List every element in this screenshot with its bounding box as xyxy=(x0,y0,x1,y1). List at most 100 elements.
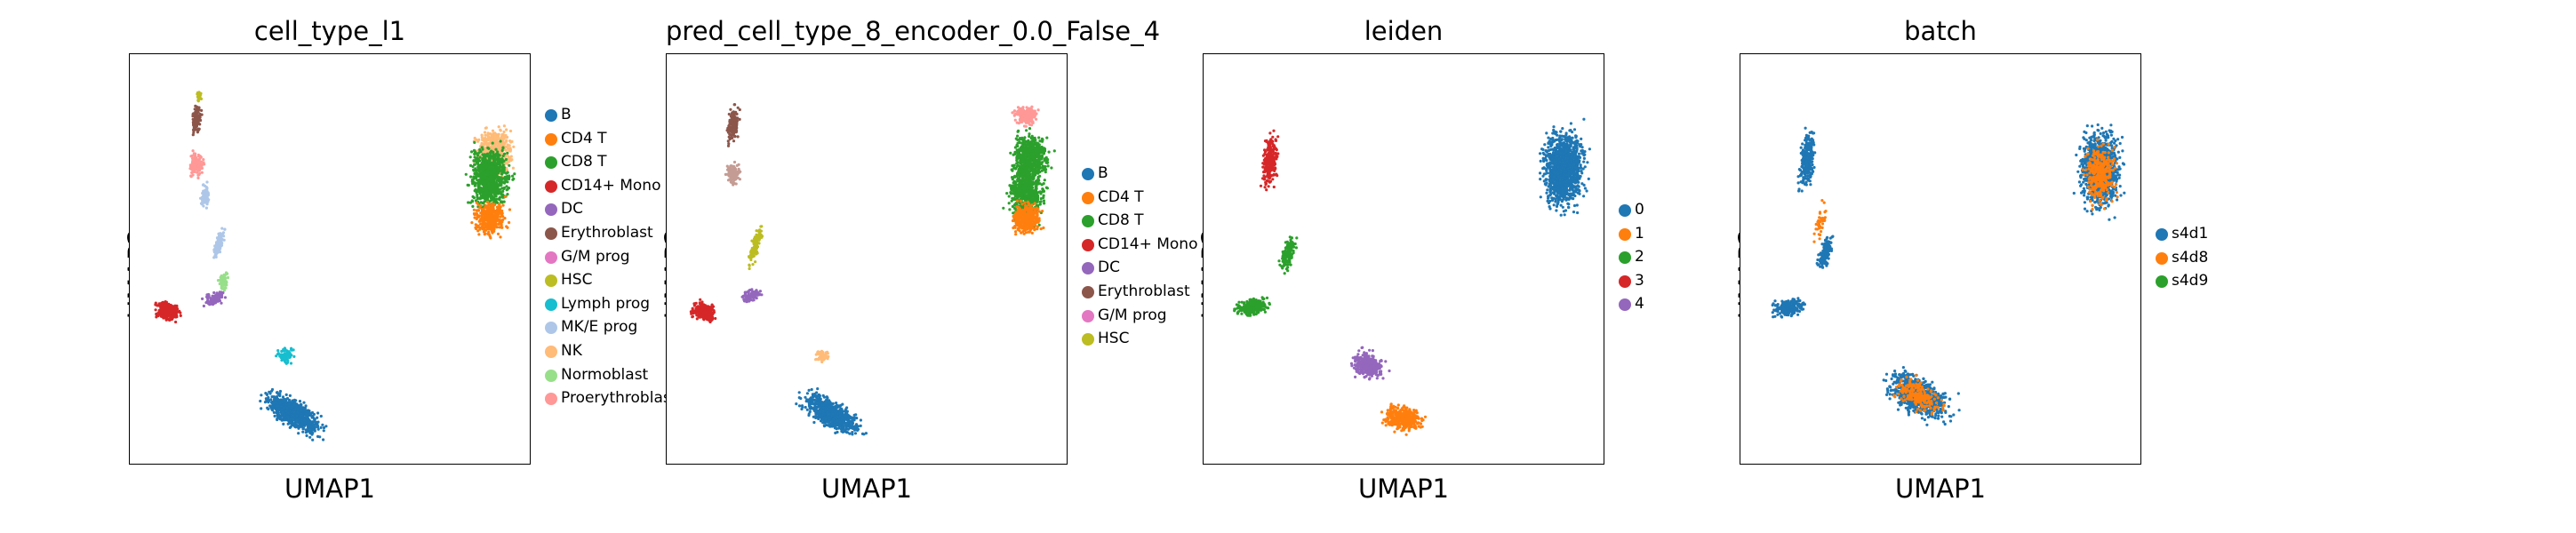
legend-label: 3 xyxy=(1635,271,1644,290)
legend-marker xyxy=(2156,251,2168,265)
legend-marker xyxy=(1082,309,1094,322)
legend-marker xyxy=(545,179,557,193)
point-cluster xyxy=(1011,199,1045,236)
legend-marker xyxy=(545,393,557,406)
legend-marker xyxy=(2156,275,2168,289)
legend-marker xyxy=(1082,285,1094,298)
point-cluster xyxy=(196,91,203,103)
legend-label: CD8 T xyxy=(561,153,607,171)
legend-marker xyxy=(545,322,557,335)
panel-pred-cell-type: pred_cell_type_8_encoder_0.0_False_4 UMA… xyxy=(660,0,1199,533)
point-cluster xyxy=(1812,199,1828,243)
legend-label: MK/E prog xyxy=(561,318,638,337)
legend-marker xyxy=(1619,274,1631,288)
point-cluster xyxy=(464,139,516,222)
point-cluster xyxy=(1349,346,1391,381)
point-cluster xyxy=(199,180,211,210)
legend-marker xyxy=(545,251,557,264)
legend-marker xyxy=(1082,262,1094,275)
legend-marker xyxy=(545,132,557,146)
legend-label: CD8 T xyxy=(1098,211,1144,230)
legend-marker xyxy=(1082,215,1094,228)
point-cluster xyxy=(1011,105,1040,128)
point-cluster xyxy=(1771,297,1806,319)
point-cluster xyxy=(154,300,182,324)
legend-marker xyxy=(545,298,557,311)
plot-area xyxy=(1203,53,1604,465)
x-axis-label: UMAP1 xyxy=(284,473,376,504)
legend-marker xyxy=(545,227,557,240)
legend-label: Normoblast xyxy=(561,365,649,384)
point-cluster xyxy=(1277,235,1299,275)
legend-label: Lymph prog xyxy=(561,294,651,313)
legend-marker xyxy=(1082,238,1094,251)
scatter-svg xyxy=(1233,117,1591,436)
point-cluster xyxy=(814,349,830,364)
point-cluster xyxy=(725,103,741,147)
plot-area xyxy=(666,53,1068,465)
legend-label: 4 xyxy=(1635,295,1644,314)
legend-label: Erythroblast xyxy=(561,223,653,242)
point-cluster xyxy=(188,149,206,179)
point-cluster xyxy=(1815,235,1835,269)
legend-marker xyxy=(545,203,557,217)
point-cluster xyxy=(216,271,230,295)
point-cluster xyxy=(1892,374,1946,416)
legend-label: G/M prog xyxy=(561,247,630,266)
legend-marker xyxy=(1619,227,1631,241)
scatter-svg xyxy=(1771,123,2126,426)
point-cluster xyxy=(1539,117,1591,217)
legend-label: DC xyxy=(1098,259,1120,277)
x-axis-label: UMAP1 xyxy=(1894,473,1987,504)
legend-label: 1 xyxy=(1635,224,1644,243)
legend-label: CD14+ Mono xyxy=(561,176,661,195)
legend-marker xyxy=(1619,251,1631,265)
legend-label: 0 xyxy=(1635,201,1644,219)
point-cluster xyxy=(748,225,764,271)
point-cluster xyxy=(259,387,328,442)
point-cluster xyxy=(1796,126,1817,193)
legend-marker xyxy=(1082,333,1094,346)
legend-marker xyxy=(545,109,557,122)
legend-label: B xyxy=(1098,164,1108,182)
chart-title: cell_type_l1 xyxy=(253,16,406,46)
legend-label: s4d8 xyxy=(2172,248,2209,266)
legend-label: NK xyxy=(561,341,582,360)
legend-marker xyxy=(545,156,557,170)
x-axis-label: UMAP1 xyxy=(820,473,913,504)
legend-label: CD4 T xyxy=(561,129,607,147)
point-cluster xyxy=(689,298,717,324)
legend-marker xyxy=(2156,228,2168,241)
point-cluster xyxy=(1233,296,1271,317)
chart-title: batch xyxy=(1904,16,1977,46)
scatter-svg xyxy=(154,91,516,442)
point-cluster xyxy=(275,346,296,365)
point-cluster xyxy=(201,290,228,308)
chart-title: leiden xyxy=(1364,16,1444,46)
legend-label: CD14+ Mono xyxy=(1098,235,1198,253)
legend-label: Erythroblast xyxy=(1098,282,1190,300)
legend-marker xyxy=(1619,204,1631,217)
point-cluster xyxy=(1380,402,1428,436)
point-cluster xyxy=(1002,159,1049,228)
legend-marker xyxy=(1082,191,1094,204)
plot-area xyxy=(1740,53,2141,465)
legend-label: 2 xyxy=(1635,248,1644,266)
legend-label: G/M prog xyxy=(1098,306,1167,324)
x-axis-label: UMAP1 xyxy=(1357,473,1450,504)
point-cluster xyxy=(740,288,764,304)
point-cluster xyxy=(212,227,227,259)
legend-marker xyxy=(1619,298,1631,312)
legend-label: DC xyxy=(561,200,583,219)
legend-label: CD4 T xyxy=(1098,187,1144,206)
legend-label: s4d1 xyxy=(2172,225,2209,243)
scatter-svg xyxy=(689,103,1056,436)
legend-marker xyxy=(545,369,557,382)
point-cluster xyxy=(2081,138,2119,211)
legend-label: HSC xyxy=(561,271,593,290)
point-cluster xyxy=(1259,129,1280,192)
point-cluster xyxy=(795,387,868,436)
